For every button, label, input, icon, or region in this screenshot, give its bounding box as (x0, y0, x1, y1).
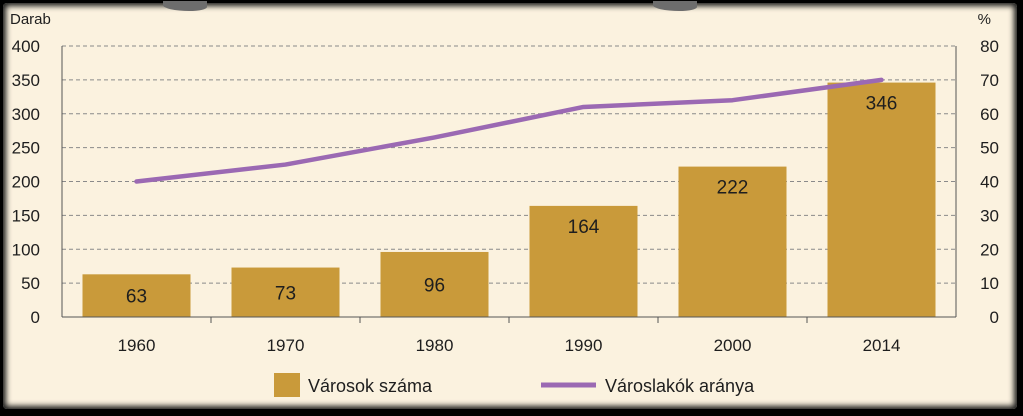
right-tick-label: 50 (980, 139, 999, 158)
right-tick-label: 40 (980, 173, 999, 192)
bar (231, 267, 340, 317)
legend: Városok száma Városlakók aránya (274, 373, 755, 397)
bar-value-label: 73 (275, 283, 296, 304)
torn-paper-decoration (653, 1, 697, 11)
left-tick-label: 400 (12, 37, 40, 56)
x-tick-label: 1980 (416, 336, 454, 355)
left-tick-label: 50 (21, 274, 40, 293)
bar-series: 63 73 96 164 222 346 (82, 82, 936, 318)
right-tick-label: 70 (980, 71, 999, 90)
right-axis-unit: % (978, 11, 991, 28)
bar (82, 274, 191, 317)
bar (678, 166, 787, 317)
bar (827, 82, 936, 318)
left-tick-label: 150 (12, 206, 40, 225)
bar-value-label: 164 (568, 217, 600, 238)
gridlines (62, 45, 956, 284)
line-path (134, 77, 884, 184)
right-tick-label: 20 (980, 240, 999, 259)
x-tick-label: 2000 (714, 336, 752, 355)
right-tick-label: 60 (980, 105, 999, 124)
torn-paper-decoration (163, 1, 207, 11)
left-tick-label: 200 (12, 173, 40, 192)
right-tick-label: 10 (980, 274, 999, 293)
right-tick-label: 80 (980, 37, 999, 56)
legend-swatch-bars (274, 373, 300, 397)
line-series (134, 77, 884, 184)
bar (529, 205, 638, 317)
left-tick-label: 100 (12, 240, 40, 259)
left-tick-label: 0 (31, 308, 40, 327)
left-tick-label: 250 (12, 139, 40, 158)
left-tick-label: 300 (12, 105, 40, 124)
right-tick-label: 0 (990, 308, 999, 327)
left-tick-label: 350 (12, 71, 40, 90)
bar (380, 251, 489, 317)
bar-value-label: 222 (717, 178, 749, 199)
axes: 0 50 100 150 200 250 300 350 400 0 10 20 30 40 50 60 70 8… (12, 37, 999, 355)
legend-label-line: Városlakók aránya (605, 376, 755, 396)
bar-value-label: 63 (126, 287, 147, 308)
right-tick-label: 30 (980, 206, 999, 225)
left-axis-unit: Darab (10, 11, 51, 28)
x-tick-label: 1970 (267, 336, 305, 355)
x-tick-label: 2014 (863, 336, 901, 355)
bar-value-label: 346 (866, 94, 898, 115)
x-tick-label: 1990 (565, 336, 603, 355)
bar-value-label: 96 (424, 275, 445, 296)
legend-label-bars: Városok száma (308, 376, 433, 396)
x-tick-label: 1960 (118, 336, 156, 355)
